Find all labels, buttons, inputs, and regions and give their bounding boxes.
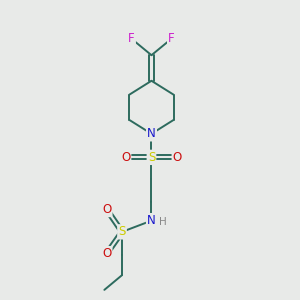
Text: N: N	[147, 127, 156, 140]
Text: S: S	[148, 151, 155, 164]
Text: O: O	[102, 247, 111, 260]
Text: O: O	[102, 203, 111, 216]
Text: O: O	[121, 151, 130, 164]
Text: S: S	[118, 225, 126, 239]
Text: F: F	[168, 32, 175, 45]
Text: F: F	[128, 32, 135, 45]
Text: N: N	[147, 214, 156, 227]
Text: H: H	[159, 217, 167, 227]
Text: O: O	[173, 151, 182, 164]
